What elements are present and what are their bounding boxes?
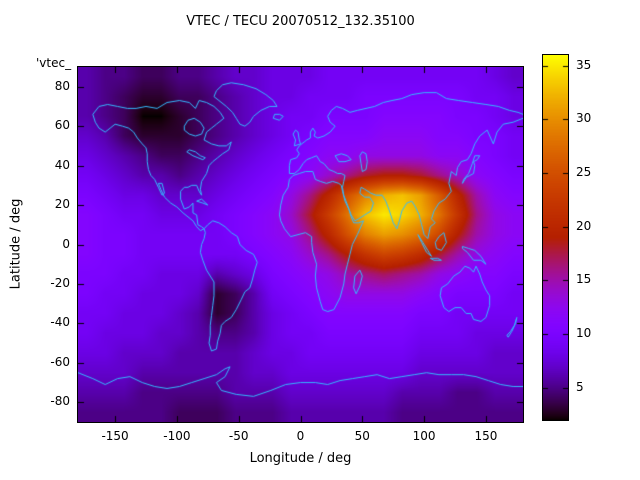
y-tick-label: 40 <box>54 157 70 172</box>
y-tick-label: -40 <box>50 315 70 330</box>
x-tick-label: 100 <box>412 429 436 443</box>
colorbar-tick-label: 10 <box>576 326 592 341</box>
x-axis-label: Longitude / deg <box>249 451 352 466</box>
colorbar-tick-label: 30 <box>576 111 592 126</box>
y-tick-label: 0 <box>62 236 70 251</box>
x-tick-label: 150 <box>474 429 498 443</box>
x-tick-label: 0 <box>296 429 305 443</box>
x-tick-label: -100 <box>163 429 191 443</box>
y-axis-label: Latitude / deg <box>8 198 24 290</box>
x-tick-label: -150 <box>101 429 129 443</box>
plot-key-label: 'vtec_ <box>36 56 72 70</box>
colorbar-tick-label: 35 <box>576 57 592 72</box>
x-tick-label: -50 <box>228 429 249 443</box>
colorbar-tick-label: 25 <box>576 165 592 180</box>
y-tick-label: -60 <box>50 354 70 369</box>
page-title: VTEC / TECU 20070512_132.35100 <box>186 14 415 29</box>
x-tick-label: 50 <box>354 429 370 443</box>
colorbar-tick-label: 20 <box>576 218 592 233</box>
y-tick-label: 80 <box>54 78 70 93</box>
y-tick-label: 20 <box>54 197 70 212</box>
y-tick-label: -20 <box>50 275 70 290</box>
y-tick-label: 60 <box>54 118 70 133</box>
colorbar-tick-label: 15 <box>576 272 592 287</box>
colorbar-tick-label: 5 <box>576 379 584 394</box>
heatmap-canvas <box>77 66 524 423</box>
colorbar-canvas <box>542 54 569 421</box>
y-tick-label: -80 <box>50 394 70 409</box>
